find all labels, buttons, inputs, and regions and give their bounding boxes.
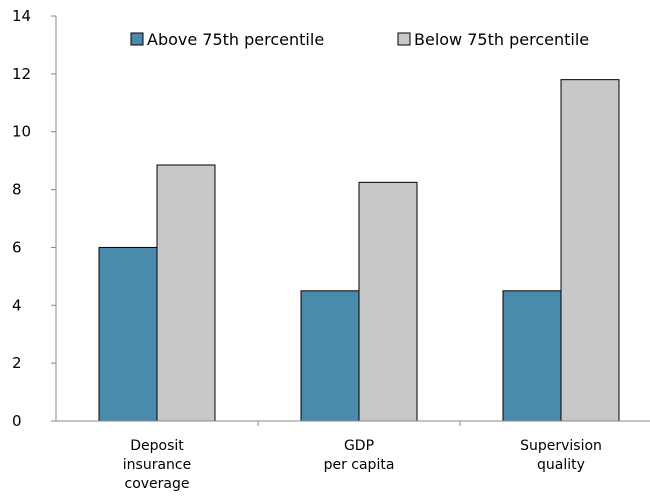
bar-above-1 (300, 290, 360, 422)
bar-above-0 (98, 246, 158, 422)
legend: Above 75th percentile Below 75th percenti… (130, 30, 589, 49)
y-tick-label: 10 (12, 123, 31, 141)
y-tick-label: 6 (12, 238, 22, 256)
legend-label-0: Above 75th percentile (147, 30, 324, 49)
x-category-label: GDP per capita (324, 438, 395, 473)
bar-below-2 (560, 79, 620, 422)
legend-label-1: Below 75th percentile (414, 30, 589, 49)
y-axis-ticks: 0 2 4 6 8 10 12 14 (12, 7, 56, 430)
y-tick-label: 12 (12, 65, 31, 83)
legend-swatch-0 (130, 32, 144, 46)
y-tick-label: 4 (12, 296, 22, 314)
bar-below-0 (156, 164, 216, 422)
x-axis-category-labels: Deposit insurance coverage GDP per capita Sup… (123, 438, 602, 492)
y-tick-label: 2 (12, 354, 22, 372)
x-category-label: Deposit insurance coverage (123, 438, 191, 492)
legend-swatch-1 (397, 32, 411, 46)
bars (98, 79, 620, 422)
y-tick-label: 8 (12, 181, 22, 199)
axes (55, 16, 650, 426)
bar-below-1 (358, 181, 418, 422)
x-category-label: Supervision quality (520, 438, 602, 473)
y-tick-label: 14 (12, 7, 31, 25)
bar-above-2 (502, 290, 562, 422)
y-tick-label: 0 (12, 412, 22, 430)
